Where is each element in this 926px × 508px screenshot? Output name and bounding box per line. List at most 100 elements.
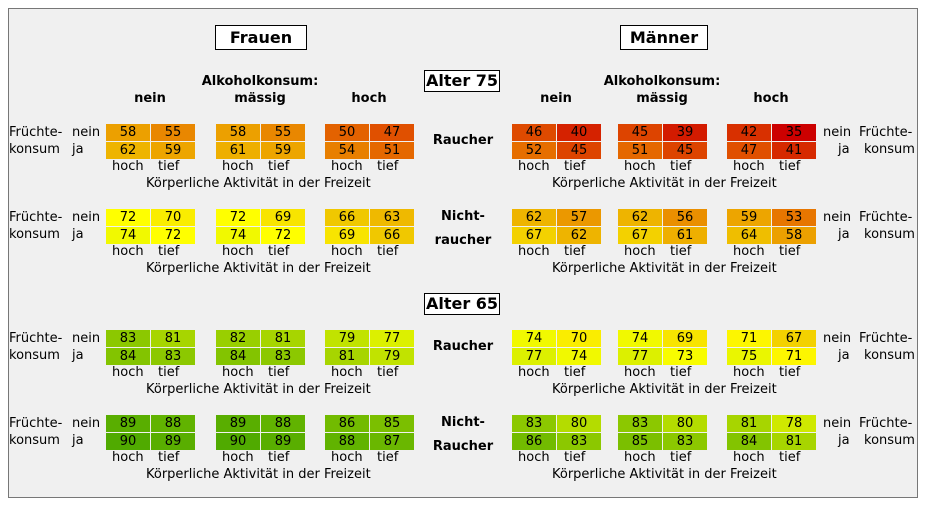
fruit-yes-left: ja xyxy=(72,227,84,242)
fruit-label-right-1: Früchte- xyxy=(859,210,913,225)
fruit-label-right-1: Früchte- xyxy=(859,416,913,431)
activity-low-label: tief xyxy=(158,159,180,174)
smoking-label-0: Raucher xyxy=(418,132,508,150)
smoking-label-line: Raucher xyxy=(432,339,494,354)
heatmap-cell: 52 xyxy=(512,142,556,159)
fruit-label-left-2: konsum xyxy=(9,433,60,448)
activity-low-label: tief xyxy=(670,159,692,174)
fruit-label-right-2: konsum xyxy=(864,433,915,448)
activity-low-label: tief xyxy=(268,365,290,380)
smoking-label-line: Nicht- xyxy=(441,209,485,224)
heatmap-cell: 57 xyxy=(557,209,601,226)
fruit-label-right-1: Früchte- xyxy=(859,125,913,140)
heatmap-cell: 77 xyxy=(618,348,662,365)
heatmap-cell: 73 xyxy=(663,348,707,365)
activity-high-label: hoch xyxy=(112,450,144,465)
heatmap-cell: 59 xyxy=(151,142,195,159)
heatmap-cell: 79 xyxy=(370,348,414,365)
heatmap-cell: 75 xyxy=(727,348,771,365)
women-alcohol-2: hoch xyxy=(351,91,387,106)
smoking-label-1: Nicht-raucher xyxy=(418,208,508,250)
heatmap-cell: 81 xyxy=(151,330,195,347)
fruit-yes-right: ja xyxy=(838,348,850,363)
heatmap-cell: 74 xyxy=(512,330,556,347)
activity-high-label: hoch xyxy=(222,365,254,380)
activity-high-label: hoch xyxy=(733,244,765,259)
heatmap-cell: 45 xyxy=(557,142,601,159)
activity-high-label: hoch xyxy=(733,159,765,174)
heatmap-cell: 45 xyxy=(663,142,707,159)
heatmap-cell: 89 xyxy=(106,415,150,432)
heatmap-cell: 56 xyxy=(663,209,707,226)
fruit-no-right: nein xyxy=(823,331,852,346)
activity-low-label: tief xyxy=(564,244,586,259)
fruit-no-left: nein xyxy=(72,210,101,225)
activity-high-label: hoch xyxy=(112,244,144,259)
heatmap-cell: 69 xyxy=(261,209,305,226)
heatmap-cell: 81 xyxy=(261,330,305,347)
fruit-label-left-1: Früchte- xyxy=(9,125,63,140)
activity-high-label: hoch xyxy=(624,365,656,380)
heatmap-cell: 72 xyxy=(106,209,150,226)
activity-low-label: tief xyxy=(377,244,399,259)
heatmap-cell: 67 xyxy=(512,227,556,244)
heatmap-cell: 85 xyxy=(618,433,662,450)
activity-high-label: hoch xyxy=(518,159,550,174)
heatmap-cell: 55 xyxy=(261,124,305,141)
fruit-label-left-2: konsum xyxy=(9,227,60,242)
smoking-label-line: Raucher xyxy=(432,133,494,148)
activity-low-label: tief xyxy=(377,365,399,380)
heatmap-cell: 80 xyxy=(557,415,601,432)
heatmap-cell: 82 xyxy=(216,330,260,347)
fruit-no-left: nein xyxy=(72,416,101,431)
smoking-label-3: Nicht- Raucher xyxy=(418,414,508,456)
women-alcohol-0: nein xyxy=(134,91,166,106)
heatmap-cell: 83 xyxy=(618,415,662,432)
heatmap-cell: 66 xyxy=(370,227,414,244)
heatmap-cell: 51 xyxy=(618,142,662,159)
activity-low-label: tief xyxy=(158,365,180,380)
activity-high-label: hoch xyxy=(112,365,144,380)
women-title: Frauen xyxy=(215,25,307,50)
age-label-2: Alter 65 xyxy=(424,293,500,315)
heatmap-cell: 77 xyxy=(370,330,414,347)
smoking-label-2: Raucher xyxy=(418,338,508,356)
heatmap-cell: 69 xyxy=(325,227,369,244)
activity-high-label: hoch xyxy=(331,159,363,174)
fruit-label-left-1: Früchte- xyxy=(9,416,63,431)
heatmap-cell: 86 xyxy=(512,433,556,450)
heatmap-cell: 83 xyxy=(151,348,195,365)
heatmap-cell: 59 xyxy=(727,209,771,226)
activity-low-label: tief xyxy=(564,450,586,465)
fruit-label-right-2: konsum xyxy=(864,227,915,242)
men-alcohol-2: hoch xyxy=(753,91,789,106)
activity-low-label: tief xyxy=(670,244,692,259)
activity-low-label: tief xyxy=(779,450,801,465)
heatmap-cell: 88 xyxy=(151,415,195,432)
heatmap-cell: 50 xyxy=(325,124,369,141)
heatmap-cell: 70 xyxy=(151,209,195,226)
heatmap-cell: 66 xyxy=(325,209,369,226)
heatmap-cell: 83 xyxy=(663,433,707,450)
men-alcohol-0: nein xyxy=(540,91,572,106)
heatmap-cell: 59 xyxy=(261,142,305,159)
men-activity-caption: Körperliche Aktivität in der Freizeit xyxy=(552,467,777,482)
activity-high-label: hoch xyxy=(733,450,765,465)
fruit-label-right-1: Früchte- xyxy=(859,331,913,346)
heatmap-cell: 55 xyxy=(151,124,195,141)
heatmap-cell: 88 xyxy=(261,415,305,432)
fruit-no-right: nein xyxy=(823,416,852,431)
women-activity-caption: Körperliche Aktivität in der Freizeit xyxy=(146,261,371,276)
women-activity-caption: Körperliche Aktivität in der Freizeit xyxy=(146,176,371,191)
heatmap-cell: 86 xyxy=(325,415,369,432)
heatmap-cell: 90 xyxy=(106,433,150,450)
smoking-label-line: Raucher xyxy=(432,439,494,454)
activity-low-label: tief xyxy=(158,450,180,465)
fruit-label-right-2: konsum xyxy=(864,142,915,157)
activity-high-label: hoch xyxy=(518,365,550,380)
activity-low-label: tief xyxy=(268,244,290,259)
activity-high-label: hoch xyxy=(331,244,363,259)
heatmap-cell: 42 xyxy=(727,124,771,141)
heatmap-cell: 69 xyxy=(663,330,707,347)
heatmap-cell: 67 xyxy=(618,227,662,244)
